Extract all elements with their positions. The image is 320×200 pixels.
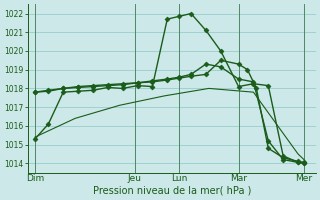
X-axis label: Pression niveau de la mer( hPa ): Pression niveau de la mer( hPa ) [92,186,251,196]
